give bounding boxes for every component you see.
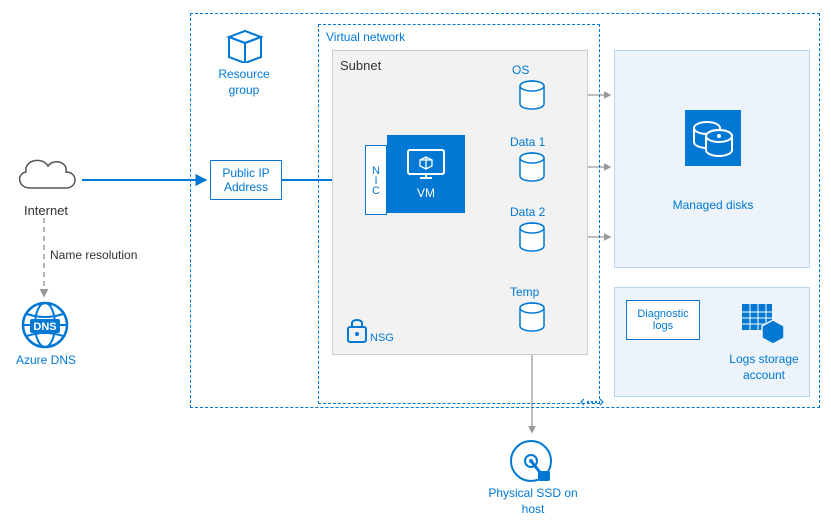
public-ip-box: Public IP Address [210, 160, 282, 200]
diagnostic-logs-label: Diagnostic logs [629, 308, 697, 332]
nsg-label: NSG [370, 332, 400, 344]
os-disk-icon [518, 80, 546, 110]
logs-storage-icon [740, 302, 786, 344]
data2-label: Data 2 [510, 205, 560, 219]
dns-globe-icon: DNS [20, 300, 70, 350]
temp-label: Temp [510, 285, 556, 299]
public-ip-label: Public IP Address [213, 166, 279, 194]
managed-disks-label: Managed disks [670, 198, 756, 214]
vm-box: VM [387, 135, 465, 213]
logs-storage-label: Logs storage account [718, 352, 810, 383]
name-resolution-label: Name resolution [50, 248, 170, 262]
data1-label: Data 1 [510, 135, 560, 149]
internet-label: Internet [15, 203, 77, 218]
cloud-icon [10, 150, 82, 200]
managed-disks-icon [685, 110, 741, 166]
nic-box: NIC [365, 145, 387, 215]
temp-disk-icon [518, 302, 546, 332]
physical-ssd-label: Physical SSD on host [488, 486, 578, 517]
lock-icon [345, 315, 369, 345]
data2-disk-icon [518, 222, 546, 252]
resource-group-label: Resource group [208, 67, 280, 98]
vm-label: VM [417, 186, 435, 200]
subnet-label: Subnet [340, 58, 400, 73]
data1-disk-icon [518, 152, 546, 182]
diagnostic-logs-box: Diagnostic logs [626, 300, 700, 340]
virtual-network-label: Virtual network [326, 30, 446, 44]
svg-text:DNS: DNS [33, 321, 56, 333]
nic-label: NIC [370, 165, 382, 195]
expand-icon [580, 395, 604, 409]
os-label: OS [512, 63, 552, 77]
azure-dns-label: Azure DNS [8, 353, 84, 367]
resource-group-icon [225, 27, 265, 63]
ssd-icon [508, 438, 554, 484]
monitor-icon [406, 148, 446, 182]
